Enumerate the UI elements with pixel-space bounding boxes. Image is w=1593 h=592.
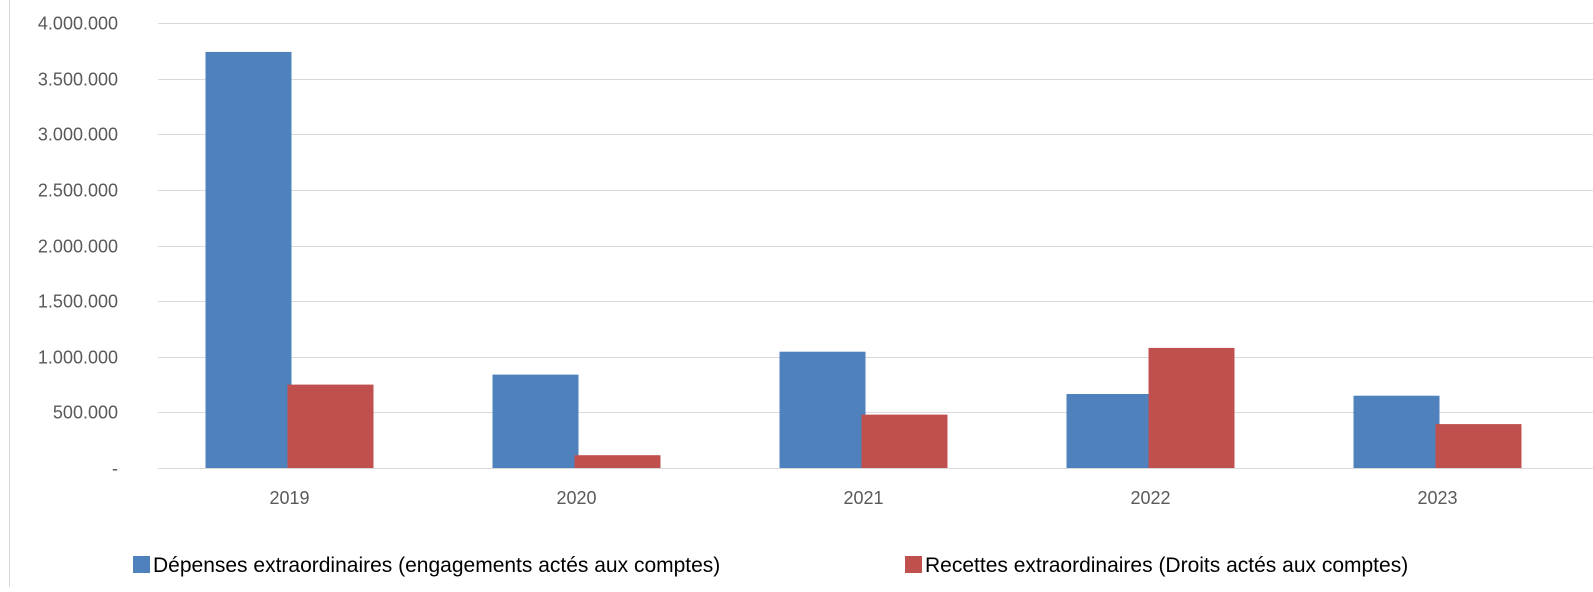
x-tick-label: 2023	[1417, 488, 1457, 508]
bar-recettes-2023	[1435, 424, 1522, 468]
chart-frame-left-border	[9, 0, 10, 587]
legend-swatch-depenses	[133, 556, 150, 573]
y-tick-label: 500.000	[53, 403, 118, 423]
x-tick-label: 2019	[269, 488, 309, 508]
y-tick-label: 2.000.000	[38, 237, 118, 257]
bar-depenses-2022	[1066, 394, 1153, 468]
bar-depenses-2023	[1353, 395, 1440, 468]
y-tick-label: 4.000.000	[38, 14, 118, 34]
x-axis: 2019 2020 2021 2022 2023	[158, 468, 1593, 508]
bar-depenses-2021	[779, 351, 866, 468]
bars	[205, 51, 1522, 469]
bar-recettes-2021	[861, 414, 948, 468]
bar-recettes-2020	[574, 455, 661, 468]
y-tick-label: 2.500.000	[38, 181, 118, 201]
y-tick-label: 1.500.000	[38, 292, 118, 312]
bar-depenses-2019	[205, 51, 292, 469]
bar-depenses-2020	[492, 374, 579, 468]
x-tick-label: 2022	[1130, 488, 1170, 508]
legend: Dépenses extraordinaires (engagements ac…	[133, 554, 1408, 577]
bar-recettes-2022	[1148, 347, 1235, 468]
legend-label-recettes: Recettes extraordinaires (Droits actés a…	[925, 554, 1408, 577]
y-tick-label: 3.000.000	[38, 125, 118, 145]
legend-label-depenses: Dépenses extraordinaires (engagements ac…	[153, 554, 720, 577]
y-tick-label: -	[112, 459, 118, 479]
gridlines	[158, 23, 1593, 469]
x-tick-label: 2020	[556, 488, 596, 508]
bar-recettes-2019	[287, 384, 374, 468]
y-tick-label: 3.500.000	[38, 70, 118, 90]
legend-swatch-recettes	[905, 556, 922, 573]
x-tick-label: 2021	[843, 488, 883, 508]
y-axis: - 500.000 1.000.000 1.500.000 2.000.000 2.500…	[38, 14, 118, 479]
y-tick-label: 1.000.000	[38, 348, 118, 368]
